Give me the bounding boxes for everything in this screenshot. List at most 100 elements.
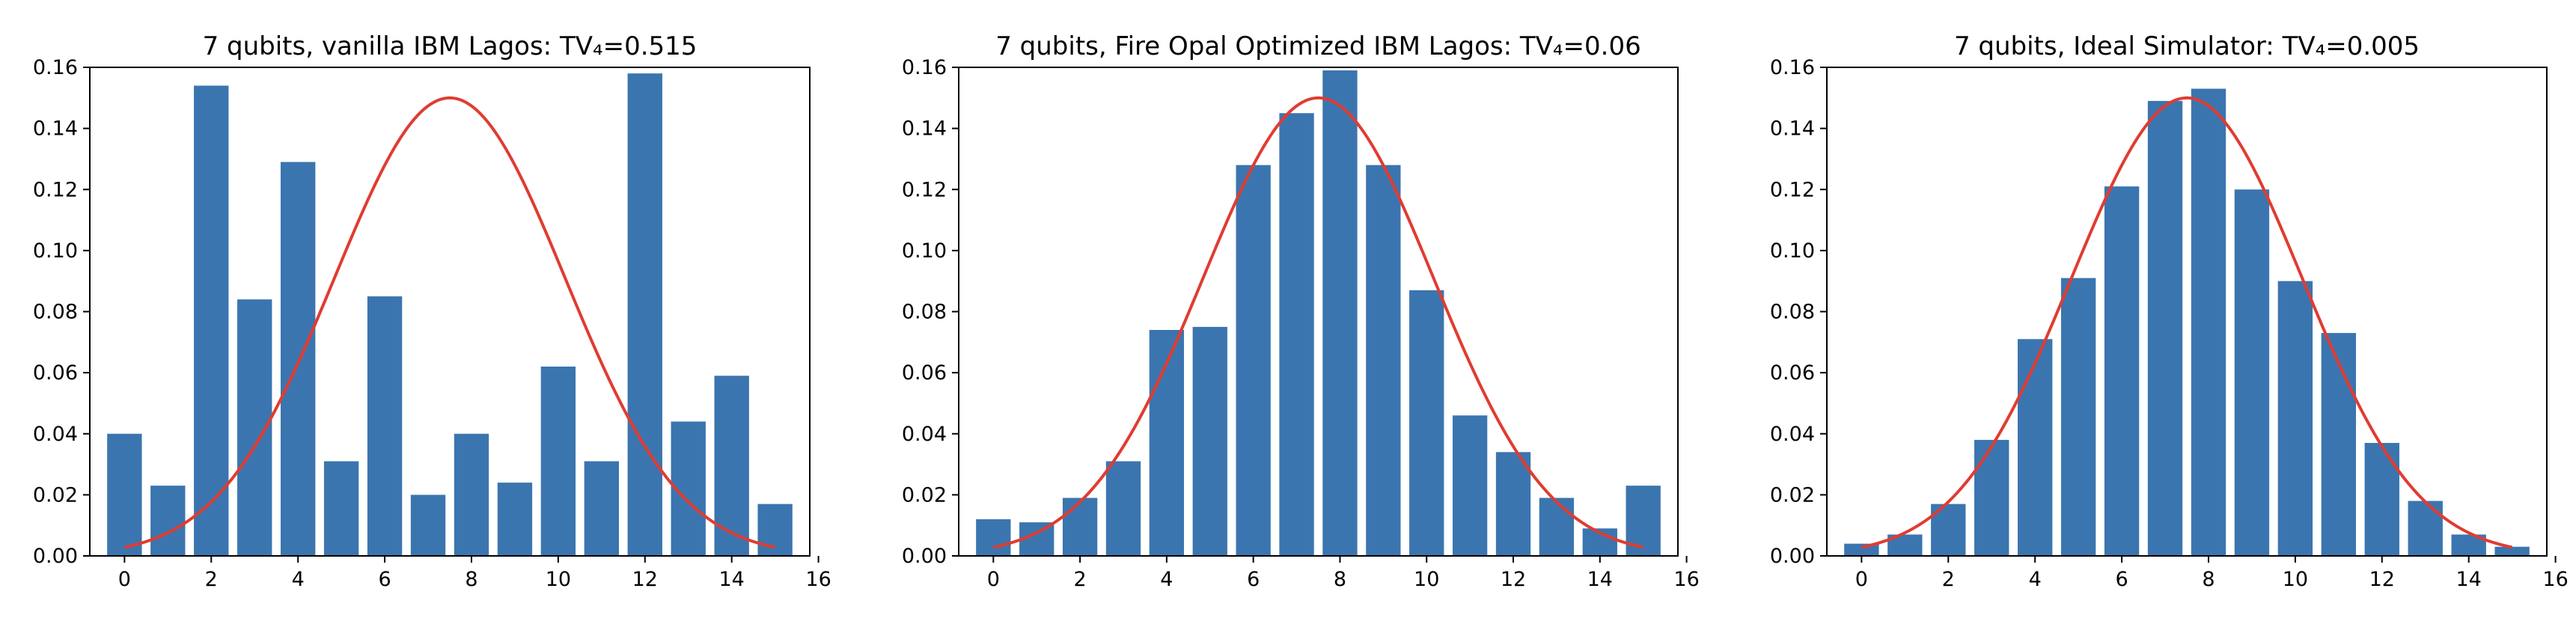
x-tick-label: 2 [1074, 568, 1087, 591]
bar-0 [976, 519, 1011, 556]
y-tick-label: 0.08 [33, 301, 78, 324]
chart-title: 7 qubits, Ideal Simulator: TV₄=0.005 [1954, 31, 2420, 61]
y-tick-label: 0.16 [33, 56, 78, 79]
bar-11 [1452, 415, 1488, 556]
y-tick-label: 0.00 [902, 545, 947, 568]
y-tick-label: 0.06 [902, 361, 947, 385]
bar-10 [540, 366, 576, 556]
bar-4 [2017, 339, 2053, 556]
y-tick-label: 0.02 [1770, 483, 1815, 507]
bar-6 [2104, 186, 2140, 557]
x-tick-label: 16 [805, 568, 831, 591]
y-tick-label: 0.14 [33, 117, 78, 141]
bar-9 [497, 483, 533, 556]
x-tick-label: 0 [987, 568, 1000, 591]
x-axis-ticks: 0 2 4 6 8 10 12 14 16 [1855, 556, 2569, 591]
bar-13 [2408, 501, 2443, 556]
y-tick-label: 0.02 [902, 483, 947, 507]
y-tick-label: 0.10 [902, 239, 947, 263]
y-tick-label: 0.16 [1770, 56, 1815, 79]
bar-0 [107, 433, 142, 556]
y-tick-label: 0.10 [1770, 239, 1815, 263]
y-tick-label: 0.00 [33, 545, 78, 568]
bar-1 [150, 486, 186, 556]
x-tick-label: 12 [2369, 568, 2395, 591]
x-tick-label: 14 [719, 568, 745, 591]
bar-5 [2060, 278, 2096, 556]
x-tick-label: 4 [292, 568, 305, 591]
x-tick-label: 8 [465, 568, 477, 591]
bar-10 [2277, 281, 2313, 556]
bar-9 [1366, 165, 1401, 557]
y-tick-label: 0.02 [33, 483, 78, 507]
y-tick-label: 0.14 [1770, 117, 1815, 141]
x-tick-label: 10 [1414, 568, 1439, 591]
x-tick-label: 12 [632, 568, 658, 591]
x-tick-label: 6 [1247, 568, 1260, 591]
bar-5 [1192, 326, 1227, 556]
x-tick-label: 14 [2456, 568, 2482, 591]
x-axis-ticks: 0 2 4 6 8 10 12 14 16 [987, 556, 1700, 591]
bar-15 [2494, 546, 2530, 556]
bar-7 [1279, 113, 1314, 557]
y-axis-ticks: 0.00 0.02 0.04 0.06 0.08 0.10 0.12 0.14 0.16 [1770, 56, 1827, 568]
bar-13 [1539, 498, 1575, 556]
x-tick-label: 8 [2202, 568, 2215, 591]
gaussian-curve [123, 96, 776, 549]
bar-5 [323, 461, 359, 556]
y-axis-ticks: 0.00 0.02 0.04 0.06 0.08 0.10 0.12 0.14 0.16 [33, 56, 90, 568]
x-tick-label: 2 [1942, 568, 1955, 591]
x-tick-label: 0 [118, 568, 131, 591]
bar-12 [2364, 442, 2399, 556]
y-tick-label: 0.10 [33, 239, 78, 263]
bar-3 [1974, 439, 2009, 556]
x-tick-label: 10 [2283, 568, 2308, 591]
bar-group [976, 70, 1661, 557]
x-tick-label: 10 [546, 568, 571, 591]
bar-8 [2191, 88, 2226, 556]
y-tick-label: 0.12 [1770, 178, 1815, 201]
bar-14 [714, 376, 749, 556]
bar-9 [2234, 189, 2270, 556]
bar-12 [1495, 452, 1531, 556]
x-tick-label: 16 [1673, 568, 1699, 591]
x-tick-label: 14 [1587, 568, 1613, 591]
x-tick-label: 6 [2115, 568, 2128, 591]
bar-6 [367, 296, 403, 556]
chart-title: 7 qubits, vanilla IBM Lagos: TV₄=0.515 [203, 31, 698, 61]
y-tick-label: 0.04 [1770, 423, 1815, 446]
bar-10 [1409, 290, 1444, 556]
x-tick-label: 12 [1501, 568, 1526, 591]
bar-4 [1149, 329, 1185, 556]
bar-8 [454, 433, 489, 556]
chart-vanilla-ibm-lagos: 7 qubits, vanilla IBM Lagos: TV₄=0.515 0… [33, 31, 831, 591]
y-tick-label: 0.04 [33, 423, 78, 446]
y-tick-label: 0.08 [902, 301, 947, 324]
x-tick-label: 2 [205, 568, 218, 591]
bar-15 [757, 504, 793, 556]
x-tick-label: 16 [2542, 568, 2568, 591]
x-tick-label: 8 [1334, 568, 1346, 591]
bar-2 [1062, 498, 1098, 556]
bar-4 [280, 162, 316, 556]
y-tick-label: 0.14 [902, 117, 947, 141]
gaussian-curve [1861, 96, 2513, 549]
bar-6 [1236, 165, 1271, 557]
bar-8 [1322, 70, 1358, 556]
bar-group [1844, 88, 2530, 557]
y-tick-label: 0.12 [33, 178, 78, 201]
y-axis-ticks: 0.00 0.02 0.04 0.06 0.08 0.10 0.12 0.14 0.16 [902, 56, 959, 568]
bar-11 [584, 461, 620, 556]
bar-2 [194, 85, 229, 557]
x-tick-label: 4 [2029, 568, 2042, 591]
x-tick-label: 6 [378, 568, 391, 591]
bar-12 [627, 73, 662, 556]
chart-title: 7 qubits, Fire Opal Optimized IBM Lagos:… [995, 31, 1641, 61]
y-tick-label: 0.00 [1770, 545, 1815, 568]
bar-7 [410, 495, 446, 557]
y-tick-label: 0.08 [1770, 301, 1815, 324]
bar-7 [2147, 100, 2183, 556]
y-tick-label: 0.16 [902, 56, 947, 79]
x-tick-label: 4 [1160, 568, 1173, 591]
